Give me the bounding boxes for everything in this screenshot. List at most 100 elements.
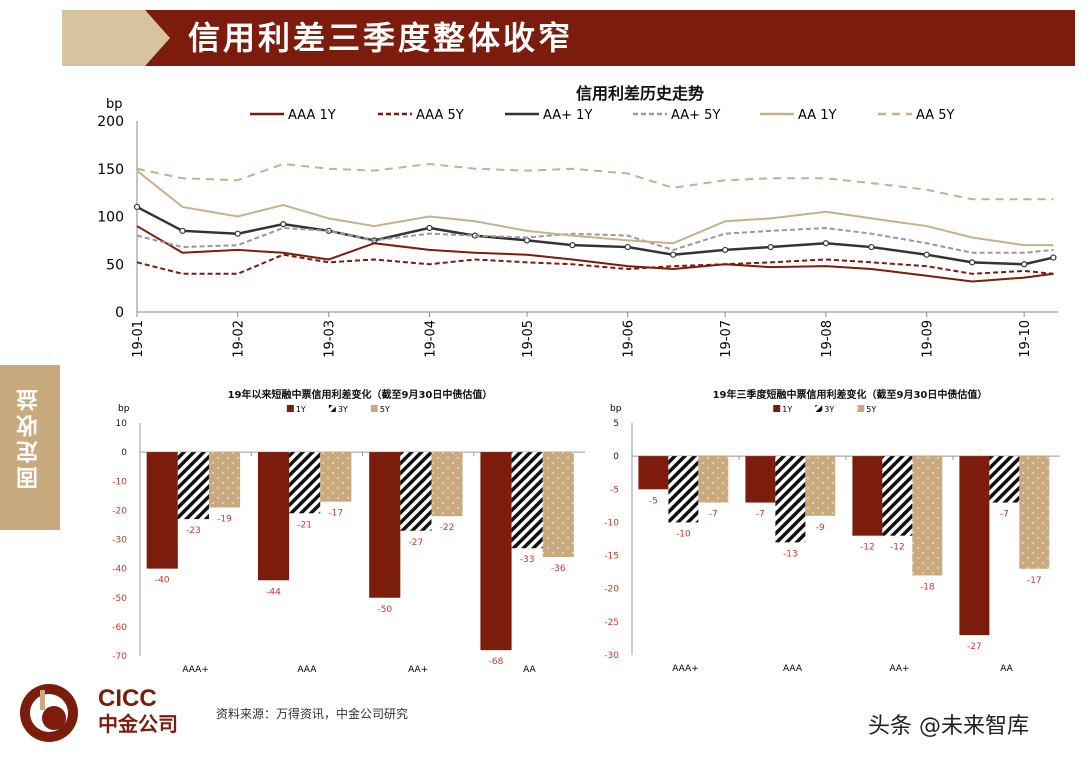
watermark: 头条 @未来智库 [868, 714, 1029, 739]
data-point [767, 243, 774, 251]
data-point [923, 251, 930, 258]
legend-label: AA 5Y [916, 108, 955, 123]
y-tick-label: -30 [112, 536, 127, 546]
category-label: AA [1000, 664, 1013, 674]
bar-chart-2-title: 19年三季度短融中票信用利差变化（截至9月30日中债估值） [712, 390, 988, 401]
data-point [868, 243, 875, 251]
legend-swatch [370, 405, 378, 412]
data-label: -44 [266, 587, 281, 597]
bar-AAA+-5Y [698, 456, 729, 503]
legend-label: 1Y [782, 405, 792, 414]
data-label: -7 [756, 510, 765, 520]
bar-AA+-1Y [852, 456, 883, 536]
data-point [569, 242, 576, 249]
data-label: -19 [217, 514, 232, 524]
bar-AAA+-3Y [177, 452, 209, 520]
bar-AAA-5Y [805, 456, 836, 516]
data-point [234, 230, 241, 237]
y-tick-label: -50 [112, 594, 127, 604]
bar-AA-1Y [959, 456, 990, 636]
logo-cn: 中金公司 [98, 712, 178, 736]
data-point [133, 203, 141, 211]
series-line-aa-5y [136, 226, 1054, 254]
data-label: -17 [328, 509, 343, 519]
data-point [722, 246, 729, 254]
bar-AA+-5Y [912, 456, 943, 576]
x-tick-label: 19-09 [921, 320, 936, 358]
data-label: -18 [920, 582, 935, 592]
data-label: -27 [967, 642, 982, 652]
x-tick-label: 19-05 [521, 320, 536, 358]
bar-AAA-3Y [775, 456, 806, 543]
data-label: -23 [186, 526, 201, 536]
bar-AA-5Y [1019, 456, 1050, 569]
x-tick-label: 19-07 [719, 320, 734, 358]
data-point [523, 237, 531, 244]
bar-AA-3Y [511, 452, 543, 549]
y-tick-label: 0 [613, 452, 619, 462]
bar-AAA-5Y [320, 452, 352, 502]
legend-swatch [815, 405, 823, 412]
data-point [969, 259, 976, 266]
legend-label: AA 1Y [798, 108, 837, 123]
data-label: -68 [489, 657, 504, 667]
data-point [822, 240, 830, 247]
y-tick-label: 10 [116, 419, 128, 429]
page-title: 信用利差三季度整体收窄 [188, 19, 574, 57]
bar-AA-5Y [542, 452, 574, 557]
series-line-aa-5y [136, 162, 1054, 201]
category-label: AA+ [408, 665, 428, 675]
x-tick-label: 19-01 [131, 320, 146, 358]
data-point [179, 227, 186, 234]
data-label: -5 [649, 496, 658, 506]
data-point [1021, 261, 1028, 268]
data-label: -9 [816, 523, 825, 533]
legend-label: AAA 5Y [416, 108, 464, 123]
bar-AA+-5Y [431, 452, 463, 517]
y-tick-label: -25 [604, 618, 619, 628]
legend-label: 1Y [296, 405, 306, 414]
category-label: AAA+ [182, 665, 209, 675]
data-label: -27 [409, 538, 424, 548]
data-label: -40 [155, 576, 170, 586]
series-line-aa-1y [136, 169, 1054, 247]
x-tick-label: 19-06 [622, 320, 637, 358]
y-tick-label: -10 [112, 477, 127, 487]
legend-label: AA+ 5Y [671, 108, 720, 123]
logo-text: CICC 中金公司 [98, 686, 178, 737]
legend-swatch [773, 405, 781, 412]
y-tick-label: 100 [97, 210, 124, 226]
category-label: AAA [297, 665, 317, 675]
x-tick-label: 19-03 [323, 320, 338, 358]
legend-swatch [286, 405, 294, 412]
bar-AAA+-1Y [146, 452, 178, 569]
y-tick-label: -15 [604, 552, 619, 562]
y-tick-label: 0 [121, 448, 127, 458]
y-tick-label: -10 [604, 518, 619, 528]
data-point [624, 243, 631, 251]
legend-label: 5Y [866, 405, 876, 414]
category-label: AAA [783, 664, 803, 674]
data-label: -17 [1027, 576, 1042, 586]
y-tick-label: 5 [613, 419, 619, 429]
data-label: -13 [783, 549, 798, 559]
bar-AAA-1Y [745, 456, 776, 503]
data-point [426, 224, 433, 232]
legend-label: 5Y [380, 405, 390, 414]
bar-AA+-3Y [400, 452, 432, 531]
data-label: -33 [520, 555, 535, 565]
bar-AA-3Y [989, 456, 1020, 503]
data-label: -12 [860, 543, 875, 553]
x-tick-label: 19-08 [820, 320, 835, 358]
data-label: -7 [1000, 510, 1009, 520]
y-axis-unit: bp [118, 404, 130, 414]
bar-AAA-1Y [257, 452, 290, 581]
line-chart-title: 信用利差历史走势 [575, 84, 704, 103]
source-note: 资料来源：万得资讯，中金公司研究 [216, 707, 409, 721]
data-point [1050, 254, 1057, 261]
x-tick-label: 19-10 [1018, 320, 1033, 358]
data-label: -7 [709, 510, 718, 520]
bar-AAA-3Y [289, 452, 321, 514]
